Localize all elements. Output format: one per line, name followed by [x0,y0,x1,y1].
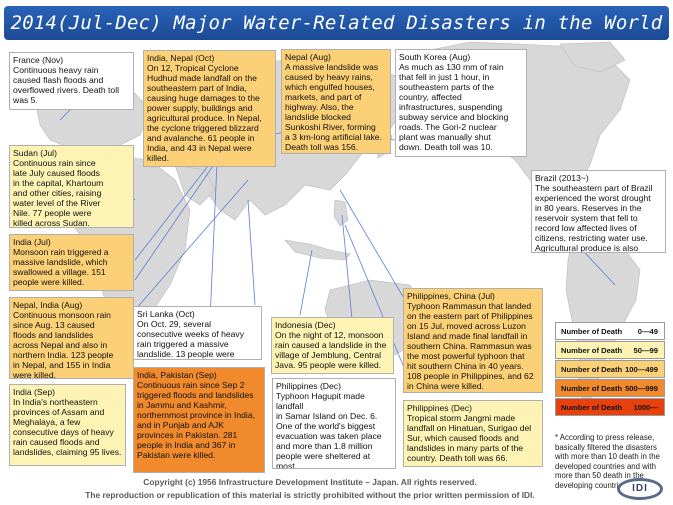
event-location: India (Sep) [13,387,56,397]
legend-note: * According to press release, basically … [555,433,660,490]
legend-range: 1000— [633,403,659,412]
legend-range: 0—49 [637,327,658,336]
event-location: Sri Lanka (Oct) [137,309,195,319]
event-description: Typhoon Rammasun that landed on the east… [407,301,534,391]
event-description: Continuous monsoon rain since Aug. 13 ca… [13,310,114,379]
event-description: On Oct. 29, several consecutive weeks of… [137,319,245,359]
legend-row: Number of Death 1000— [555,398,665,416]
event-location: India (Jul) [13,237,51,247]
event-description: On the night of 12, monsoon rain caused … [275,330,387,370]
event-location: Philippines, China (Jul) [407,291,495,301]
event-indonesia: Indonesia (Dec) On the night of 12, mons… [271,317,394,374]
legend-row: Number of Death 50—99 [555,341,665,359]
event-description: Continuous heavy rain caused flash flood… [13,65,120,105]
event-france: France (Nov) Continuous heavy rain cause… [9,52,134,110]
idi-logo: IDI [617,478,663,500]
event-india-jul: India (Jul) Monsoon rain triggered a mas… [9,234,134,291]
event-sudan: Sudan (Jul) Continuous rain since late J… [9,145,134,228]
legend-label: Number of Death [561,403,623,412]
event-description: Tropical storm Jangmi made landfall on H… [407,413,532,463]
event-philippines-dec: Philippines (Dec) Typhoon Hagupit made l… [272,378,396,469]
event-india-pakistan: India, Pakistan (Sep) Continuous rain si… [133,367,265,473]
event-location: India, Nepal (Oct) [147,53,215,63]
event-india-nepal-oct: India, Nepal (Oct) On 12, Tropical Cyclo… [143,50,276,167]
event-location: Nepal, India (Aug) [13,300,83,310]
event-location: France (Nov) [13,55,64,65]
event-south-korea: South Korea (Aug) As much as 130 mm of r… [395,49,527,157]
event-sri-lanka: Sri Lanka (Oct) On Oct. 29, several cons… [133,306,262,360]
legend-label: Number of Death [561,327,623,336]
legend-range: 50—99 [633,346,659,355]
event-description: Monsoon rain triggered a massive landsli… [13,247,109,287]
legend-row: Number of Death 100—499 [555,360,665,378]
event-description: The southeastern part of Brazil experien… [535,183,653,253]
copyright-line: Copyright (c) 1956 Infrastructure Develo… [143,477,477,487]
logo-text: IDI [632,483,648,494]
event-description: In India's northeastern provinces of Ass… [13,397,122,457]
event-description: Typhoon Hagupit made landfall in Samar I… [276,391,382,469]
event-india-sep: India (Sep) In India's northeastern prov… [9,384,126,466]
legend-label: Number of Death [561,365,623,374]
event-location: South Korea (Aug) [399,52,471,62]
event-location: Nepal (Aug) [285,52,331,62]
legend-label: Number of Death [561,384,623,393]
legend-range: 100—499 [625,365,658,374]
legend-range: 500—999 [625,384,658,393]
reproduction-notice: The reproduction or republication of thi… [85,490,535,500]
event-location: Brazil (2013~) [535,173,589,183]
event-philippines-jangmi: Philippines (Dec) Tropical storm Jangmi … [403,400,543,467]
event-location: Sudan (Jul) [13,148,57,158]
event-location: Indonesia (Dec) [275,320,336,330]
legend-label: Number of Death [561,346,623,355]
event-location: Philippines (Dec) [276,381,341,391]
event-description: Continuous rain since Sep 2 triggered fl… [137,380,255,460]
title-bar: 2014(Jul-Dec) Major Water-Related Disast… [4,6,669,40]
philippines-landmass [333,199,349,227]
event-location: Philippines (Dec) [407,403,472,413]
legend-row: Number of Death 500—999 [555,379,665,397]
indonesia-landmass [284,239,351,261]
legend: Number of Death 0—49 Number of Death 50—… [555,322,665,417]
event-description: On 12, Tropical Cyclone Hudhud made land… [147,63,262,163]
event-location: India, Pakistan (Sep) [137,370,217,380]
greenland-landmass [559,41,626,73]
event-nepal-india-aug: Nepal, India (Aug) Continuous monsoon ra… [9,297,134,379]
event-description: Continuous rain since late July caused f… [13,158,104,228]
page-title: 2014(Jul-Dec) Major Water-Related Disast… [10,12,663,34]
legend-row: Number of Death 0—49 [555,322,665,340]
event-philippines-china: Philippines, China (Jul) Typhoon Rammasu… [403,288,543,393]
event-brazil: Brazil (2013~) The southeastern part of … [531,170,666,253]
event-description: As much as 130 mm of rain that fell in j… [399,62,509,152]
event-description: A massive landslide was caused by heavy … [285,62,382,152]
event-nepal-aug: Nepal (Aug) A massive landslide was caus… [281,49,391,154]
